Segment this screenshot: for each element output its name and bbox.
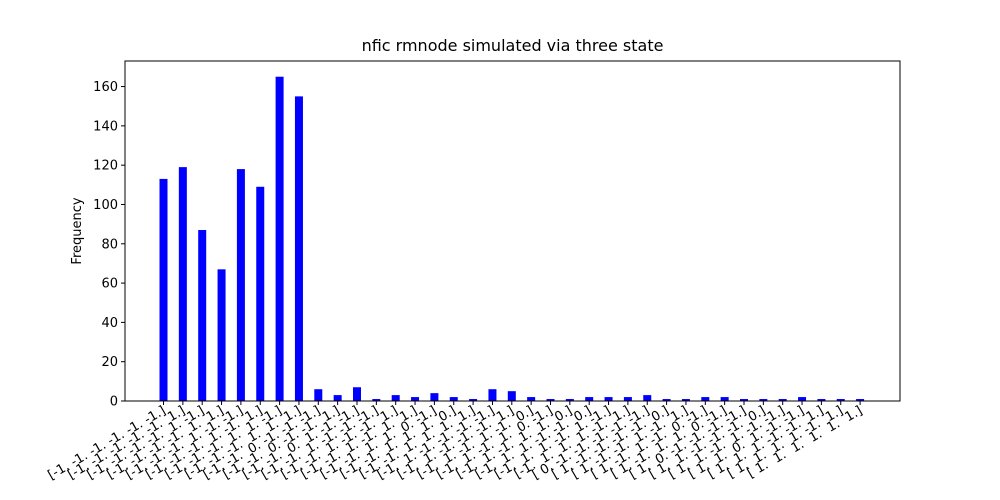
y-tick-label-7: 140 — [93, 119, 118, 134]
y-tick-label-1: 20 — [101, 355, 118, 370]
y-axis-label: Frequency — [70, 197, 85, 264]
bar-33 — [798, 397, 807, 401]
bars-group — [159, 76, 865, 401]
y-tick-label-8: 160 — [93, 80, 118, 95]
bar-19 — [527, 397, 536, 401]
bar-28 — [701, 397, 710, 401]
y-tick-label-3: 60 — [101, 277, 118, 292]
bar-15 — [449, 397, 458, 401]
bar-0 — [159, 178, 168, 401]
chart-title: nfic rmnode simulated via three state — [362, 36, 664, 55]
bar-9 — [333, 395, 342, 401]
bar-20 — [546, 399, 555, 401]
bar-13 — [411, 397, 420, 401]
bar-17 — [488, 389, 497, 401]
x-ticks-group: [-1. -1. -1. -1. -1. -1.][-1. -1. -1. -1… — [45, 401, 865, 483]
y-tick-label-2: 40 — [101, 316, 118, 331]
bar-2 — [198, 230, 207, 401]
bar-22 — [585, 397, 594, 401]
bar-30 — [740, 399, 748, 401]
bar-10 — [353, 387, 361, 401]
y-tick-label-0: 0 — [110, 395, 118, 410]
bar-14 — [430, 393, 439, 401]
bar-1 — [178, 167, 187, 401]
bar-7 — [294, 96, 303, 401]
bar-18 — [507, 391, 516, 401]
y-tick-label-6: 120 — [93, 159, 118, 174]
plot-frame — [124, 60, 901, 402]
bar-8 — [314, 389, 323, 401]
bar-32 — [778, 399, 787, 401]
bar-36 — [856, 399, 865, 401]
bar-26 — [662, 399, 671, 401]
bar-34 — [817, 399, 826, 401]
bar-11 — [372, 399, 381, 401]
bar-4 — [236, 169, 245, 401]
bar-16 — [469, 399, 478, 401]
bar-12 — [391, 395, 400, 401]
bar-25 — [643, 395, 652, 401]
bar-5 — [256, 186, 265, 401]
bar-35 — [836, 399, 845, 401]
bar-6 — [275, 76, 284, 401]
bar-24 — [623, 397, 632, 401]
bar-21 — [565, 399, 574, 401]
bar-23 — [604, 397, 613, 401]
bar-29 — [720, 397, 729, 401]
y-tick-label-4: 80 — [101, 237, 118, 252]
y-tick-label-5: 100 — [93, 198, 118, 213]
y-ticks-group: 0 20 40 60 80 100 120 140 160 — [93, 80, 125, 410]
bar-31 — [759, 399, 768, 401]
bar-3 — [217, 269, 226, 401]
bar-27 — [681, 399, 690, 401]
